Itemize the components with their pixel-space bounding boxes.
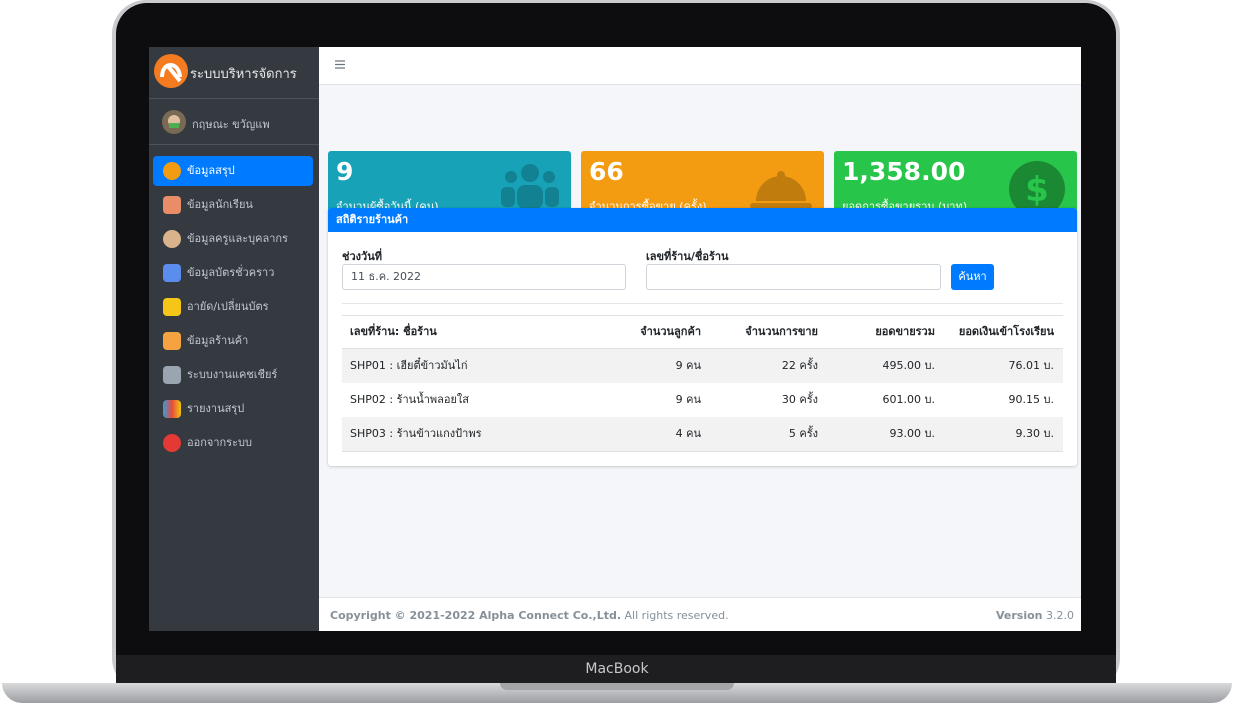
table-header: จำนวนการขาย: [745, 325, 818, 338]
divider: [149, 98, 319, 99]
menu-icon: [163, 434, 181, 452]
hamburger-button[interactable]: [335, 60, 345, 69]
table-cell: SHP02 : ร้านน้ำพลอยใส: [350, 393, 470, 406]
table-cell: 93.00 บ.: [889, 427, 935, 440]
menu-label: ข้อมูลบัตรชั่วคราว: [187, 266, 275, 279]
info-value: 9: [336, 157, 354, 186]
info-icon: [501, 164, 559, 209]
screen: ระบบบริหารจัดการ กฤษณะ ขวัญแพ ข้อมูลสรุป…: [149, 47, 1081, 631]
menu-label: ข้อมูลร้านค้า: [187, 334, 249, 347]
table-cell: 76.01 บ.: [1008, 359, 1054, 372]
menu-label: ข้อมูลครูและบุคลากร: [187, 232, 288, 245]
table-cell: 9 คน: [675, 359, 701, 372]
menu-icon: [163, 264, 181, 282]
user-name[interactable]: กฤษณะ ขวัญแพ: [192, 118, 270, 131]
menu-icon: [163, 230, 181, 248]
menu-icon: [163, 332, 181, 350]
menu-item[interactable]: ข้อมูลบัตรชั่วคราว: [153, 258, 313, 288]
bezel-chin: [116, 655, 1116, 685]
table: เลขที่ร้าน: ชื่อร้าน จำนวนลูกค้า จำนวนการข…: [149, 47, 1081, 631]
menu-icon: [163, 366, 181, 384]
card-title: สถิติรายร้านค้า: [328, 208, 1077, 232]
base-notch: [500, 683, 734, 690]
menu-item[interactable]: ข้อมูลครูและบุคลากร: [153, 224, 313, 254]
info-icon: [750, 171, 812, 209]
version-text: Version 3.2.0: [996, 609, 1074, 622]
user-avatar: [162, 110, 186, 134]
table-cell: 30 ครั้ง: [781, 393, 818, 406]
menu-item[interactable]: ออกจากระบบ: [153, 428, 313, 458]
table-row: [342, 349, 1063, 384]
svg-text:$: $: [1025, 170, 1049, 210]
menu-item[interactable]: ข้อมูลนักเรียน: [153, 190, 313, 220]
version-label: Version: [995, 609, 1043, 622]
menu-label: ข้อมูลนักเรียน: [187, 198, 253, 211]
brand-name[interactable]: ระบบบริหารจัดการ: [190, 67, 297, 82]
menu-icon: [163, 196, 181, 214]
table-cell: 9 คน: [675, 393, 701, 406]
table-cell: 9.30 บ.: [1015, 427, 1054, 440]
menu-item[interactable]: ระบบงานแคชเชียร์: [153, 360, 313, 390]
copyright: Copyright © 2021-2022 Alpha Connect Co.,…: [330, 609, 622, 622]
version: 3.2.0: [1046, 609, 1074, 622]
table-cell: 22 ครั้ง: [781, 359, 818, 372]
table-top-border: [342, 315, 1063, 316]
menu-icon: [163, 298, 181, 316]
menu-label: อายัด/เปลี่ยนบัตร: [187, 300, 269, 313]
table-cell: SHP03 : ร้านข้าวแกงป้าพร: [350, 427, 482, 440]
menu-label: รายงานสรุป: [187, 402, 245, 415]
menu-icon: [163, 400, 181, 418]
footer-text: Copyright © 2021-2022 Alpha Connect Co.,…: [330, 609, 729, 622]
menu-label: ออกจากระบบ: [187, 436, 252, 449]
table-header: ยอดเงินเข้าโรงเรียน: [958, 325, 1054, 338]
table-row: [342, 383, 1063, 418]
search-button[interactable]: ค้นหา: [951, 264, 994, 290]
form-label: ช่วงวันที่: [342, 250, 382, 263]
table-header: เลขที่ร้าน: ชื่อร้าน: [350, 325, 437, 338]
menu-item[interactable]: อายัด/เปลี่ยนบัตร: [153, 292, 313, 322]
rights: All rights reserved.: [624, 609, 729, 622]
table-cell: 495.00 บ.: [882, 359, 935, 372]
brand-logo: [154, 54, 188, 88]
menu-label: ข้อมูลสรุป: [187, 164, 235, 177]
menu-item[interactable]: รายงานสรุป: [153, 394, 313, 424]
device-label: MacBook: [585, 661, 649, 677]
menu-item-active[interactable]: ข้อมูลสรุป: [153, 156, 313, 186]
table-row: [342, 417, 1063, 452]
menu-label: ระบบงานแคชเชียร์: [187, 368, 278, 381]
menu-icon: [163, 162, 181, 180]
table-cell: 601.00 บ.: [882, 393, 935, 406]
form-label: เลขที่ร้าน/ชื่อร้าน: [646, 250, 729, 263]
table-header: จำนวนลูกค้า: [640, 325, 701, 338]
divider: [342, 303, 1063, 304]
table-cell: 90.15 บ.: [1008, 393, 1054, 406]
divider: [149, 144, 319, 145]
table-cell: SHP01 : เฮียตี๋ข้าวมันไก่: [350, 359, 468, 372]
date-input[interactable]: 11 ธ.ค. 2022: [342, 264, 626, 290]
footer: [319, 597, 1081, 631]
info-value: 66: [589, 157, 624, 186]
table-cell: 4 คน: [675, 427, 701, 440]
menu-item[interactable]: ข้อมูลร้านค้า: [153, 326, 313, 356]
info-value: 1,358.00: [842, 157, 966, 186]
info-icon: $: [1009, 161, 1065, 217]
table-cell: 5 ครั้ง: [788, 427, 818, 440]
navbar: [319, 47, 1081, 85]
shop-input[interactable]: [646, 264, 941, 290]
table-header: ยอดขายรวม: [875, 325, 935, 338]
laptop-base: [2, 683, 1232, 703]
